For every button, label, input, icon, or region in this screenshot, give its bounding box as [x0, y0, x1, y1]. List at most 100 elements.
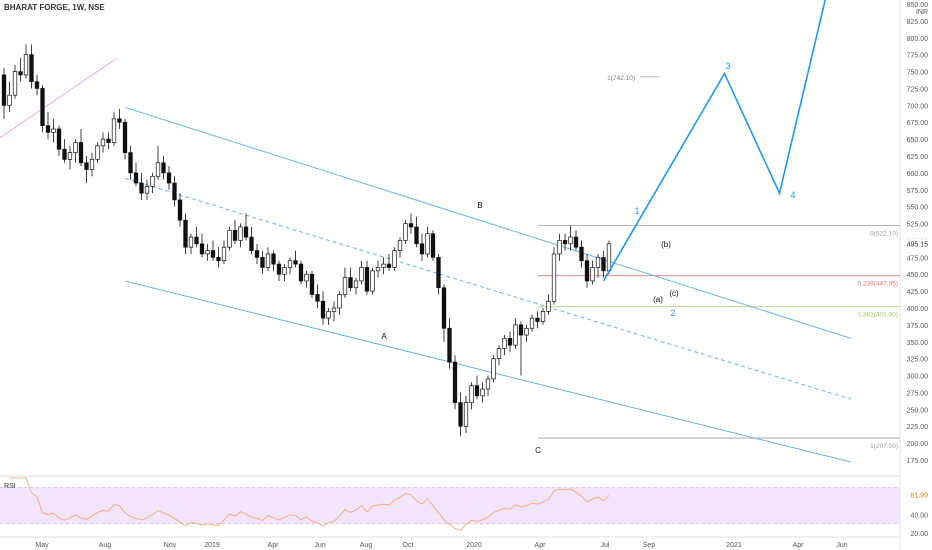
candle-body: [320, 300, 326, 319]
candle-body: [331, 307, 337, 312]
candle-body: [425, 233, 430, 255]
candle-body: [491, 358, 496, 380]
time-tick-label: Aug: [99, 542, 112, 549]
wave-label-w2: 2: [670, 308, 675, 318]
price-tick-label: 550.00: [907, 205, 929, 212]
candle-body: [546, 300, 551, 312]
price-tick-label: 850.00: [907, 2, 929, 9]
candle-body: [392, 250, 397, 268]
price-tick-label: 650.00: [907, 137, 929, 144]
candle-body: [309, 273, 315, 295]
wave-label-c: (c): [669, 289, 679, 298]
candle-body: [430, 233, 436, 258]
price-tick-label: 275.00: [907, 390, 929, 397]
candle-body: [381, 263, 386, 268]
candle-body: [348, 277, 353, 289]
wave-label-b: (b): [661, 240, 671, 249]
candle-body: [18, 71, 23, 76]
candle-body: [7, 94, 12, 106]
candle-body: [84, 162, 89, 170]
price-axis[interactable]: 850.00 825.00 800.00 775.00 750.00 725.00 700.…: [899, 0, 932, 550]
trend-channel: [124, 106, 852, 463]
wave-label-A: A: [381, 332, 387, 341]
wave-label-w4: 4: [790, 190, 795, 200]
candle-body: [56, 128, 62, 150]
candle-body: [414, 226, 419, 245]
price-tick-label: 300.00: [907, 374, 929, 381]
price-tick-label: 825.00: [907, 19, 929, 26]
price-tick-label: 400.00: [907, 306, 929, 313]
candle-body: [183, 219, 188, 248]
chart-title: BHARAT FORGE, 1W, NSE: [4, 3, 105, 12]
candle-body: [29, 54, 34, 83]
candle-body: [45, 125, 51, 133]
price-tick-label: 725.00: [907, 86, 929, 93]
price-tick-label: 675.00: [907, 120, 929, 127]
candle-body: [249, 236, 254, 251]
time-tick-label: Apr: [793, 542, 805, 549]
time-tick-label: Oct: [403, 542, 414, 549]
candle-body: [370, 270, 375, 292]
candle-body: [144, 186, 150, 194]
candle-body: [34, 81, 40, 89]
candle-body: [51, 128, 56, 133]
candle-body: [128, 152, 133, 174]
time-axis[interactable]: May Aug Nov 2019 Apr Jun Aug Oct 2020 Apr Jul Sep 20…: [0, 536, 900, 549]
candle-body: [227, 229, 232, 248]
candle-body: [73, 142, 78, 153]
candle-body: [161, 162, 166, 174]
candle-body: [507, 338, 513, 346]
time-tick-label: May: [35, 542, 49, 549]
price-tick-label: 175.00: [907, 458, 929, 465]
price-tick-label: 325.00: [907, 357, 929, 364]
candle-body: [540, 311, 546, 322]
candle-body: [254, 250, 260, 258]
candle-body: [590, 267, 595, 282]
guide-lines: 0(522.10) 0.236(447.85) 0.382(401.90) 1(207…: [0, 57, 900, 450]
candle-body: [232, 229, 238, 241]
time-tick-label: Nov: [164, 542, 177, 549]
time-tick-label: Jun: [314, 542, 325, 549]
candle-body: [469, 385, 474, 403]
channel-upper-line: [124, 106, 852, 339]
candle-body: [595, 256, 601, 268]
candle-body: [579, 246, 584, 262]
candle-body: [133, 172, 139, 184]
candle-body: [260, 256, 265, 268]
candle-body: [513, 324, 518, 346]
rsi-value-tag: [902, 489, 932, 500]
candle-body: [496, 348, 502, 360]
projection-polyline: [602, 0, 826, 282]
wave-label-a: (a): [653, 295, 663, 304]
candle-body: [568, 236, 573, 245]
candle-body: [557, 240, 562, 255]
wave-label-w1: 1: [634, 206, 639, 216]
candle-body: [166, 172, 172, 184]
candle-body: [265, 253, 271, 268]
pink-trendline: [0, 57, 118, 139]
elliott-wave-projection: [602, 0, 826, 282]
candle-body: [139, 182, 144, 194]
candle-body: [155, 162, 161, 177]
rsi-tick-label: 20.00: [910, 531, 928, 538]
candle-body: [436, 256, 441, 289]
target-label: 1(742.10): [607, 75, 635, 82]
candle-body: [375, 267, 381, 272]
candle-body: [480, 388, 485, 397]
price-tick-label: 800.00: [907, 36, 929, 43]
candle-body: [518, 324, 524, 336]
candle-body: [573, 236, 579, 248]
candle-body: [78, 142, 84, 164]
candle-body: [271, 253, 276, 265]
candle-body: [485, 378, 491, 390]
candle-body: [551, 253, 557, 302]
candle-body: [403, 223, 408, 241]
time-tick-label: Sep: [643, 542, 656, 549]
candle-body: [364, 267, 370, 292]
price-tick-label: 625.00: [907, 154, 929, 161]
candle-body: [397, 240, 403, 251]
candle-body: [562, 240, 568, 245]
candle-body: [463, 402, 469, 427]
